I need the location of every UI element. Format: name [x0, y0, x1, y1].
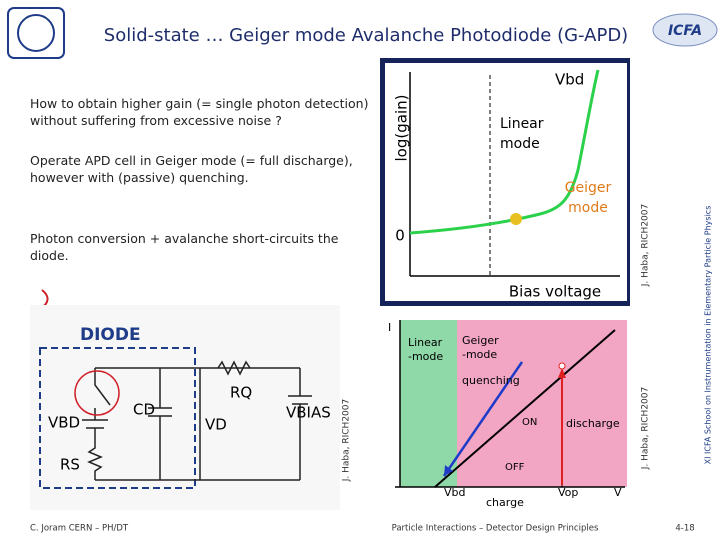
circuit: DIODE VBD CD VD RQ VBIAS RS	[30, 289, 340, 510]
quenching-label: quenching	[462, 374, 520, 387]
circuit-title: DIODE	[80, 325, 141, 345]
graphic	[442, 361, 524, 477]
iv-plot: I Linear -mode Geiger -mode quenching ON…	[370, 315, 632, 510]
icfa-logo	[652, 13, 718, 47]
graphic	[82, 360, 312, 481]
graphic	[74, 370, 120, 416]
gain-plot: log(gain) Vbd Linear mode Geiger mode 0 …	[380, 58, 630, 306]
vd-label: VD	[205, 416, 227, 434]
graphic	[95, 367, 300, 481]
linear-label: Linear	[408, 336, 443, 349]
credit: J. Haba, RICH2007	[641, 387, 651, 470]
on-label: ON	[522, 417, 537, 428]
graphic	[510, 213, 522, 225]
linear-label: mode	[500, 136, 540, 152]
credit: J. Haba, RICH2007	[641, 204, 651, 287]
graphic	[400, 320, 457, 487]
graphic	[457, 320, 627, 487]
charge-label: charge	[486, 496, 524, 509]
graphic	[558, 368, 566, 378]
rq-label: RQ	[230, 384, 252, 402]
geiger-label: Geiger	[462, 334, 499, 347]
vbd-label: Vbd	[444, 486, 466, 499]
icfa-logo-text: ICFA	[668, 23, 702, 39]
footer-course: Particle Interactions – Detector Design …	[392, 524, 599, 534]
x-axis-label: Bias voltage	[509, 283, 601, 301]
graphic	[409, 69, 600, 235]
breakdown-label: Vbd	[555, 71, 584, 89]
slide-title: Solid-state … Geiger mode Avalanche Phot…	[104, 25, 628, 46]
footer-author: C. Joram CERN – PH/DT	[30, 524, 129, 534]
geiger-label: mode	[568, 200, 608, 216]
discharge-label: discharge	[566, 417, 620, 430]
cd-label: CD	[133, 401, 155, 419]
rs-label: RS	[60, 456, 80, 474]
graphic	[148, 368, 172, 480]
y-axis-label: log(gain)	[393, 95, 411, 162]
graphic	[288, 368, 312, 480]
side-note: XI ICFA School on Instrumentation in Ele…	[704, 206, 713, 465]
bullet: How to obtain higher gain (= single phot…	[30, 96, 369, 128]
credit: J. Haba, RICH2007	[342, 399, 352, 482]
vbd-label: VBD	[48, 414, 80, 432]
geiger-label: -mode	[462, 348, 497, 361]
y-axis-label: I	[388, 321, 391, 334]
zero-label: 0	[395, 227, 405, 245]
graphic	[39, 347, 196, 489]
graphic	[434, 329, 616, 488]
bullet: Operate APD cell in Geiger mode (= full …	[30, 153, 353, 185]
vbias-label: VBIAS	[286, 404, 331, 422]
graphic	[82, 368, 111, 480]
x-axis-label: V	[614, 486, 622, 499]
graphic	[558, 362, 566, 370]
graphic	[385, 63, 627, 301]
graphic	[217, 360, 251, 376]
graphic	[30, 305, 340, 510]
linear-label: -mode	[408, 350, 443, 363]
graphic	[444, 465, 453, 476]
linear-label: Linear	[500, 116, 544, 132]
off-label: OFF	[505, 462, 525, 473]
cern-logo-ring	[17, 14, 55, 52]
page-number: 4-18	[675, 524, 694, 534]
vop-label: Vop	[558, 486, 578, 499]
geiger-label: Geiger	[565, 180, 612, 196]
bullet: Photon conversion + avalanche short-circ…	[30, 231, 339, 263]
